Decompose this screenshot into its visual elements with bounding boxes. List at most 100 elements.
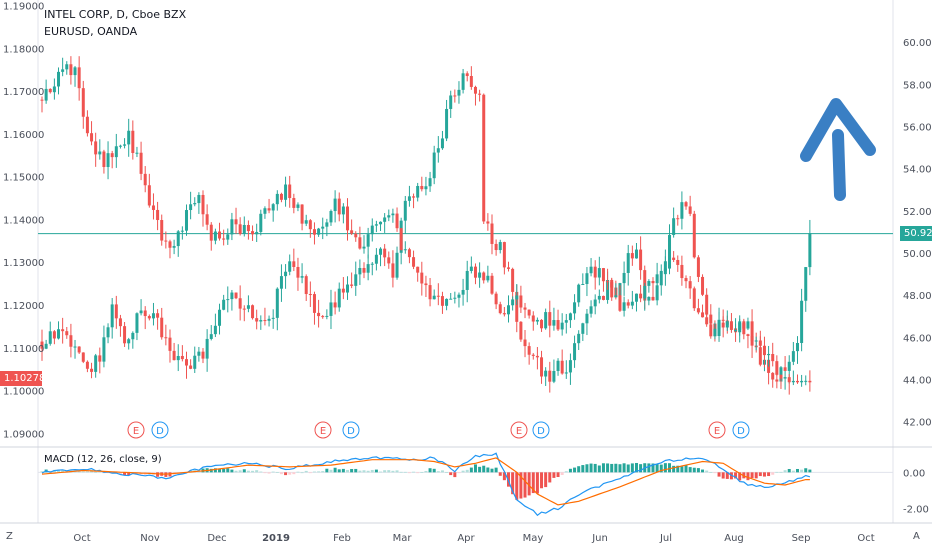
macd-histogram-bar <box>246 470 250 473</box>
candle-body <box>292 261 296 267</box>
candle-body <box>308 220 312 230</box>
candle-body <box>387 257 391 264</box>
candle-body <box>180 230 184 232</box>
macd-histogram-bar <box>362 470 366 473</box>
event-marker-label: D <box>347 426 355 437</box>
macd-histogram-bar <box>222 468 226 473</box>
candle-body <box>738 323 742 330</box>
macd-axis-tick: -2.00 <box>903 505 929 516</box>
candle-body <box>634 293 638 302</box>
macd-histogram-bar <box>123 472 127 476</box>
candle-body <box>494 293 498 305</box>
candle-body <box>52 331 56 339</box>
candle-body <box>453 95 457 97</box>
candle-body <box>775 379 779 382</box>
macd-histogram-bar <box>251 470 255 473</box>
candle-body <box>783 367 787 371</box>
macd-histogram-bar <box>758 472 762 477</box>
macd-histogram-bar <box>564 471 568 473</box>
candle-body <box>519 321 523 340</box>
candle-body <box>57 329 61 339</box>
macd-histogram-bar <box>762 472 766 477</box>
macd-histogram-bar <box>242 469 246 473</box>
candle-body <box>527 346 531 355</box>
macd-histogram-bar <box>420 472 424 473</box>
candle-body <box>230 219 234 235</box>
candle-body <box>651 281 655 284</box>
candle-body <box>292 198 296 208</box>
signal-line <box>41 457 810 506</box>
arrow-up-icon <box>832 129 846 201</box>
candle-body <box>767 354 771 356</box>
candle-body <box>379 248 383 255</box>
macd-histogram-bar <box>366 470 370 473</box>
macd-histogram-bar <box>634 462 638 473</box>
candle-body <box>519 295 523 308</box>
macd-histogram-bar <box>387 470 391 473</box>
right-axis-tick: 52.00 <box>903 207 932 218</box>
intc-candles <box>40 66 812 393</box>
candle-body <box>288 184 292 199</box>
symbol-title[interactable]: INTEL CORP, D, Cboe BZX <box>44 8 187 21</box>
macd-histogram-bar <box>791 470 795 473</box>
macd-histogram-bar <box>560 472 564 476</box>
candle-body <box>317 312 321 317</box>
compare-symbol-title[interactable]: EURUSD, OANDA <box>44 25 138 38</box>
candle-body <box>684 202 688 207</box>
time-axis-label: May <box>523 533 544 544</box>
candle-body <box>420 185 424 190</box>
candle-body <box>676 218 680 220</box>
candle-body <box>787 377 791 383</box>
candle-body <box>705 317 709 325</box>
timezone-button[interactable]: Z <box>6 531 13 542</box>
candle-body <box>606 281 610 283</box>
candle-body <box>540 357 544 377</box>
candle-body <box>102 337 106 362</box>
auto-scale-button[interactable]: A <box>913 531 920 542</box>
macd-histogram-bar <box>523 472 527 498</box>
candle-body <box>449 95 453 109</box>
candle-body <box>473 266 477 278</box>
macd-histogram-bar <box>275 472 279 474</box>
candle-body <box>184 210 188 231</box>
candle-body <box>362 267 366 273</box>
candle-body <box>705 294 709 315</box>
arrow-annotation <box>800 98 876 201</box>
candle-body <box>160 220 164 241</box>
macd-histogram-bar <box>300 472 304 474</box>
candle-body <box>672 257 676 260</box>
candle-body <box>61 329 65 332</box>
candle-body <box>230 292 234 300</box>
candle-body <box>800 380 804 383</box>
macd-histogram-bar <box>626 464 630 473</box>
candle-body <box>573 302 577 314</box>
candle-body <box>213 231 217 241</box>
macd-histogram-bar <box>511 472 515 495</box>
candle-body <box>746 321 750 329</box>
candle-body <box>758 347 762 365</box>
candle-body <box>399 228 403 251</box>
candle-body <box>65 331 69 336</box>
macd-histogram-bar <box>325 468 329 473</box>
candle-body <box>478 93 482 95</box>
macd-histogram-bar <box>787 468 791 473</box>
candle-body <box>407 196 411 201</box>
macd-histogram-bar <box>692 467 696 473</box>
macd-histogram-bar <box>267 472 271 474</box>
macd-indicator-title[interactable]: MACD (12, 26, close, 9) <box>44 454 162 465</box>
candle-body <box>110 153 114 158</box>
candle-body <box>94 355 98 372</box>
current-price-tag: 1.10278 <box>0 370 45 386</box>
macd-histogram-bar <box>684 465 688 473</box>
macd-histogram-bar <box>548 472 552 483</box>
candle-body <box>201 194 205 215</box>
candle-body <box>672 218 676 236</box>
candle-body <box>189 204 193 211</box>
candle-body <box>577 333 581 344</box>
candle-body <box>44 88 48 101</box>
event-marker-label: D <box>537 426 545 437</box>
candle-body <box>143 310 147 317</box>
candle-body <box>688 281 692 289</box>
event-marker-circle <box>510 421 528 439</box>
